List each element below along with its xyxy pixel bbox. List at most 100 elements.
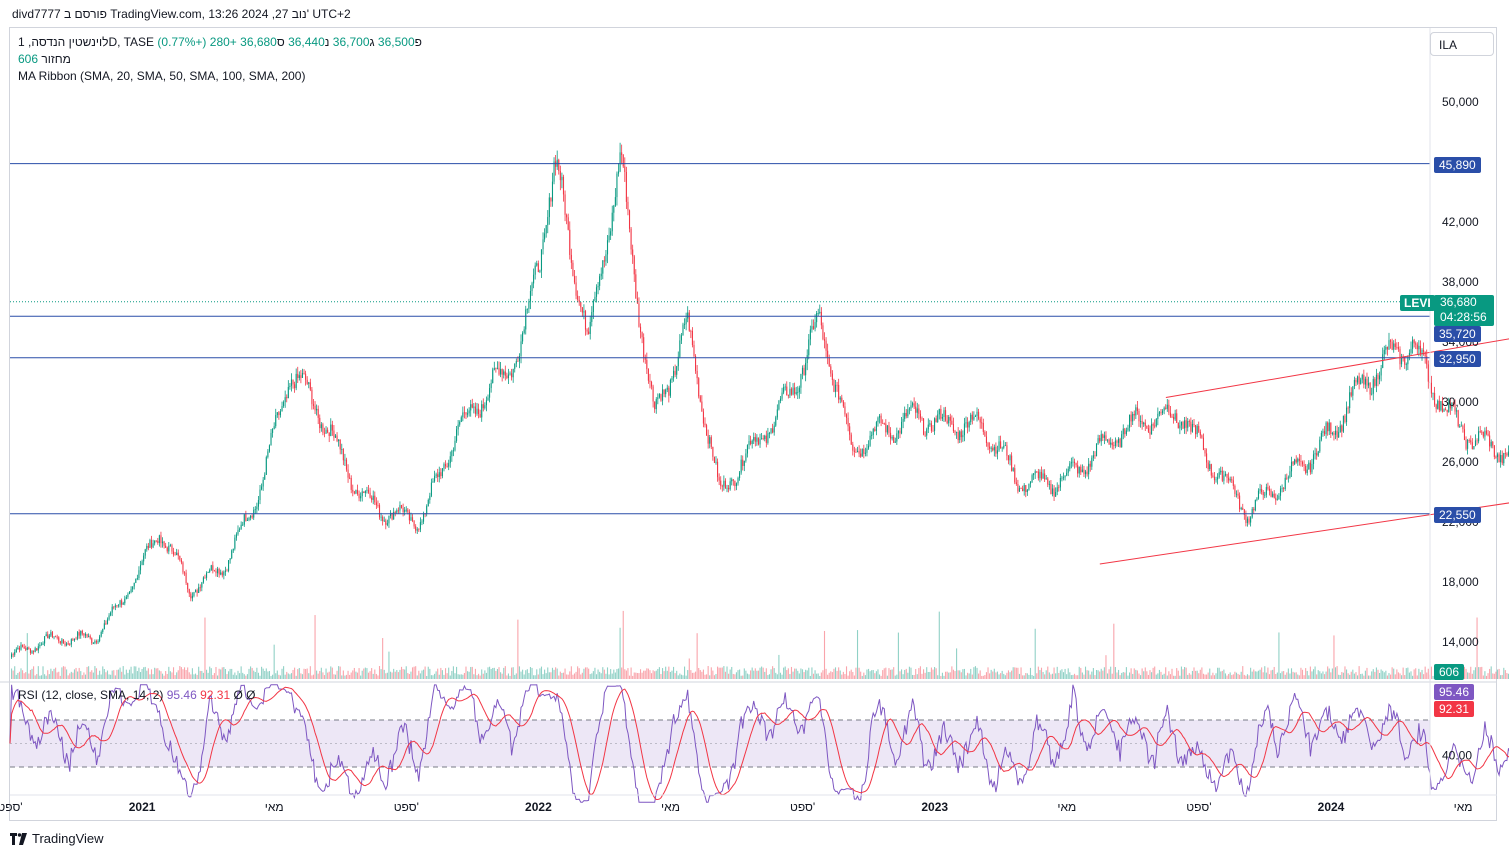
volume-bar (981, 675, 983, 679)
volume-bar (1507, 673, 1509, 679)
candle-body (468, 410, 470, 414)
candle-body (735, 483, 737, 487)
legend-volume-label[interactable]: מחזור (41, 52, 71, 66)
volume-bar (199, 670, 201, 679)
candle-body (341, 449, 343, 450)
volume-bar (603, 669, 605, 679)
candle-body (600, 273, 602, 277)
candle-body (1281, 488, 1283, 489)
candle-body (1401, 356, 1403, 365)
candle-body (53, 636, 55, 638)
candle-body (1113, 445, 1115, 447)
volume-bar (600, 673, 602, 679)
volume-bar (839, 670, 841, 679)
candle-body (278, 412, 280, 416)
candle-body (188, 589, 190, 594)
volume-bar (92, 672, 94, 679)
volume-bar (1078, 666, 1080, 679)
candle-body (1097, 438, 1099, 444)
candle-body (1015, 482, 1017, 485)
candle-body (1377, 374, 1379, 380)
volume-bar (959, 670, 961, 679)
volume-bar (498, 667, 500, 679)
volume-bar (987, 667, 989, 679)
candle-body (416, 529, 418, 531)
volume-bar (570, 666, 572, 679)
candle-body (1011, 455, 1013, 471)
candle-body (707, 435, 709, 444)
volume-bar (349, 674, 351, 679)
volume-bar (797, 670, 799, 679)
legend-ohlc: לוינשטין הנדסה, 1D, TASE פ36,500 ג36,700… (18, 35, 422, 49)
volume-bar (699, 670, 701, 679)
candle-body (915, 406, 917, 413)
candle-body (518, 355, 521, 362)
volume-bar (949, 672, 951, 679)
candle-body (294, 384, 296, 389)
candle-body (273, 426, 275, 430)
candle-body (622, 154, 624, 167)
candle-body (83, 633, 85, 636)
candle-body (1308, 462, 1310, 470)
volume-bar (1290, 668, 1293, 679)
candle-body (1418, 345, 1420, 350)
candle-body (1394, 343, 1396, 347)
volume-bar (710, 667, 712, 679)
candle-body (231, 550, 233, 559)
candle-body (309, 382, 311, 390)
currency-selector[interactable]: ILA (1430, 32, 1494, 56)
candle-body (698, 378, 700, 397)
volume-bar (597, 669, 599, 679)
volume-bar (976, 667, 978, 679)
volume-bar (15, 674, 17, 679)
volume-bar (229, 668, 231, 679)
candle-body (473, 406, 475, 408)
candle-body (272, 429, 274, 433)
candle-body (1036, 471, 1038, 473)
candle-body (599, 276, 601, 286)
candle-body (462, 412, 464, 418)
candle-body (938, 409, 940, 415)
volume-bar (893, 667, 895, 679)
volume-bar (894, 675, 896, 679)
candle-body (792, 387, 794, 395)
candle-body (723, 480, 725, 487)
volume-bar (474, 668, 476, 679)
volume-bar (1401, 675, 1403, 679)
candle-body (1496, 454, 1499, 457)
candle-body (408, 511, 410, 521)
volume-bar (191, 668, 193, 679)
legend-ma-ribbon[interactable]: MA Ribbon (SMA, 20, SMA, 50, SMA, 100, S… (18, 69, 305, 83)
candle-body (861, 449, 863, 457)
rsi-legend[interactable]: RSI (12, close, SMA, 14, 2) 95.46 92.31 … (18, 688, 256, 702)
volume-bar (567, 674, 569, 679)
volume-bar (885, 667, 887, 679)
candle-body (1278, 495, 1280, 500)
legend-symbol[interactable]: לוינשטין הנדסה, 1D, TASE (18, 35, 155, 49)
volume-bar (460, 674, 462, 679)
candle-body (1430, 382, 1432, 394)
volume-bar (1492, 673, 1494, 679)
rsi-x1: Ø (233, 688, 243, 702)
volume-bar (62, 666, 65, 679)
footer-brand[interactable]: TradingView (10, 831, 104, 846)
candle-body (443, 464, 445, 469)
candle-body (643, 337, 645, 358)
candle-body (240, 524, 242, 530)
volume-bar (863, 672, 865, 679)
candle-body (776, 409, 778, 418)
candle-body (1276, 499, 1278, 501)
volume-bar (1212, 672, 1214, 679)
candle-body (456, 429, 458, 441)
candle-body (350, 478, 352, 490)
candle-body (1478, 431, 1480, 442)
volume-bar (154, 667, 156, 679)
candle-body (1408, 352, 1410, 356)
candle-body (628, 210, 631, 229)
candle-body (261, 486, 263, 490)
candle-body (507, 374, 510, 378)
volume-bar (665, 666, 667, 679)
volume-bar (84, 674, 87, 679)
volume-bar (1001, 670, 1003, 679)
